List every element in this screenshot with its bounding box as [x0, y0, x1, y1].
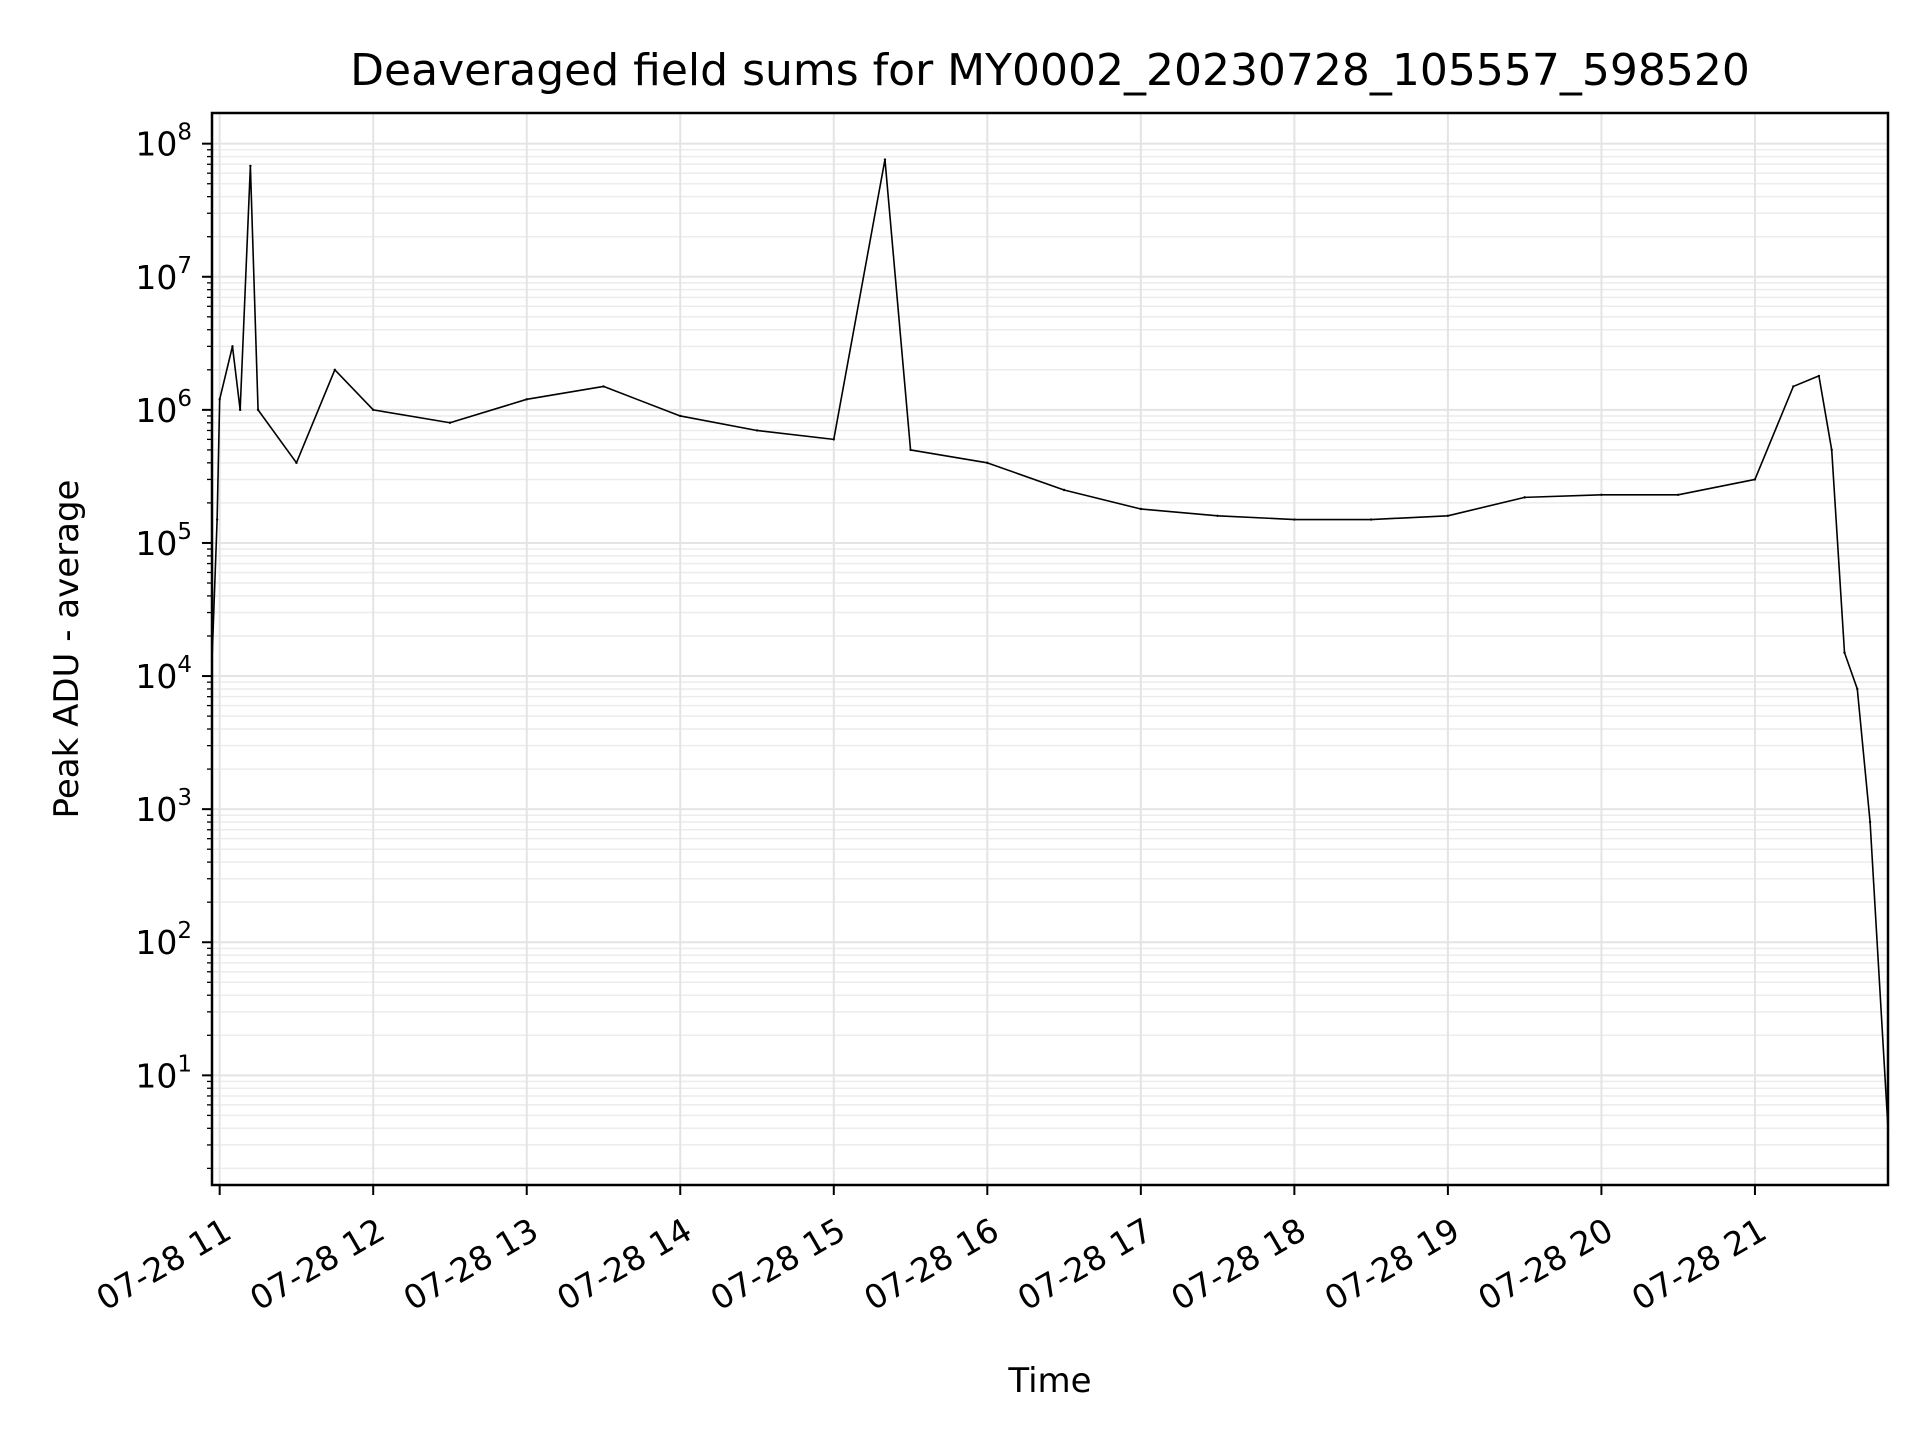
y-tick-label: 102 — [135, 918, 192, 962]
y-tick-base: 10 — [135, 391, 177, 430]
data-point — [1523, 496, 1526, 499]
x-tick-label: 07-28 18 — [1164, 1210, 1312, 1318]
series-line — [211, 158, 1889, 1129]
x-axis-label: Time — [1007, 1361, 1091, 1401]
data-point — [295, 461, 298, 465]
y-tick-label: 103 — [135, 785, 192, 829]
data-point — [909, 448, 912, 452]
chart-title: Deaveraged field sums for MY0002_2023072… — [350, 45, 1750, 96]
y-tick-base: 10 — [135, 258, 177, 297]
series-layer — [210, 158, 1890, 1130]
data-point — [602, 385, 605, 388]
y-tick-label: 107 — [135, 253, 192, 297]
data-point — [1600, 493, 1603, 497]
data-point — [1868, 820, 1872, 824]
y-tick-base: 10 — [135, 923, 177, 962]
data-point — [215, 518, 219, 521]
data-point — [986, 461, 989, 465]
x-tick-label: 07-28 17 — [1011, 1210, 1159, 1318]
data-point — [525, 398, 528, 401]
y-tick-label: 108 — [135, 120, 192, 164]
x-tick-label: 07-28 19 — [1318, 1210, 1466, 1318]
y-tick-exponent: 5 — [177, 519, 192, 545]
data-point — [1753, 478, 1757, 481]
data-point — [1446, 514, 1450, 517]
y-tick-exponent: 6 — [177, 386, 192, 412]
x-tick-label: 07-28 16 — [857, 1210, 1005, 1318]
data-point — [1293, 518, 1296, 521]
y-tick-label: 101 — [135, 1051, 192, 1095]
x-tick-label: 07-28 20 — [1471, 1210, 1619, 1318]
y-tick-base: 10 — [135, 524, 177, 563]
x-tick-label: 07-28 12 — [243, 1210, 391, 1318]
data-point — [1817, 374, 1821, 378]
data-point — [1369, 518, 1373, 521]
x-tick-label: 07-28 15 — [704, 1210, 852, 1318]
y-tick-base: 10 — [135, 790, 177, 829]
y-axis-label: Peak ADU - average — [47, 480, 87, 819]
x-ticks: 07-28 11 07-28 12 07-28 13 07-28 14 07-28 15… — [90, 1185, 1773, 1318]
data-point — [1216, 514, 1219, 517]
data-point — [1062, 488, 1066, 492]
y-tick-exponent: 8 — [177, 120, 192, 146]
y-tick-exponent: 2 — [177, 918, 192, 944]
x-tick-label: 07-28 21 — [1625, 1210, 1773, 1318]
data-point — [238, 408, 242, 412]
data-point — [231, 345, 234, 348]
data-point — [249, 164, 252, 168]
y-tick-exponent: 4 — [177, 652, 192, 678]
data-point — [679, 414, 682, 418]
data-point — [1843, 651, 1846, 654]
y-tick-base: 10 — [135, 657, 177, 696]
x-tick-label: 07-28 13 — [397, 1210, 545, 1318]
data-point — [1830, 448, 1833, 452]
data-point — [218, 398, 221, 401]
data-point — [883, 158, 887, 161]
y-tick-exponent: 1 — [177, 1051, 192, 1077]
data-point — [333, 368, 337, 371]
data-point — [448, 421, 452, 424]
y-tick-exponent: 7 — [177, 253, 192, 279]
y-tick-exponent: 3 — [177, 785, 192, 811]
data-point — [1676, 493, 1680, 497]
y-tick-base: 10 — [135, 125, 177, 164]
grid — [212, 113, 1888, 1185]
y-tick-label: 106 — [135, 386, 192, 430]
x-tick-label: 07-28 11 — [90, 1210, 238, 1318]
y-tick-base: 10 — [135, 1056, 177, 1095]
x-tick-label: 07-28 14 — [550, 1210, 698, 1318]
data-point — [372, 408, 375, 412]
data-point — [256, 408, 260, 412]
y-tick-label: 105 — [135, 519, 192, 563]
data-point — [755, 429, 759, 432]
data-point — [1856, 687, 1859, 691]
data-point — [1139, 507, 1143, 511]
y-tick-label: 104 — [135, 652, 192, 696]
data-point — [832, 438, 835, 441]
plot-frame — [210, 111, 1890, 1187]
data-point — [1792, 385, 1795, 388]
